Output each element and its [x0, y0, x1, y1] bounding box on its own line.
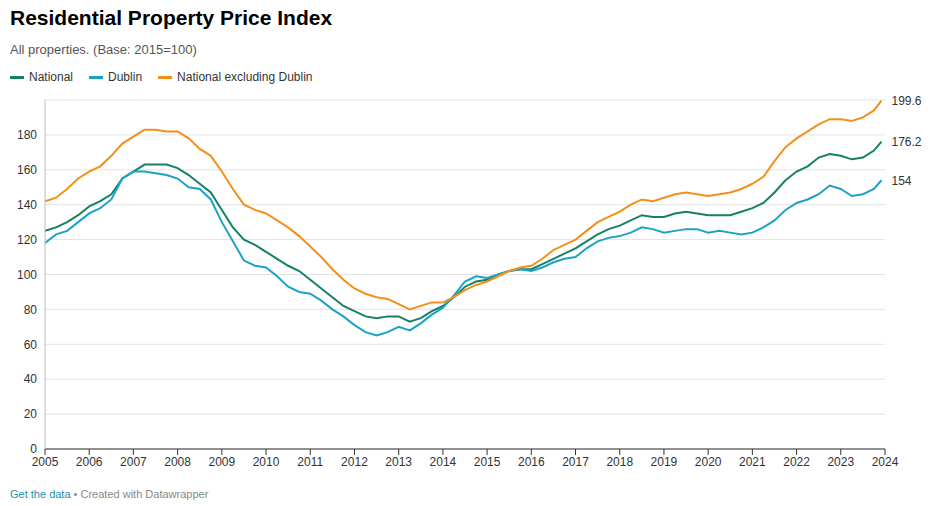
svg-text:2011: 2011 — [297, 455, 323, 469]
svg-text:2016: 2016 — [518, 455, 545, 469]
svg-text:100: 100 — [17, 268, 37, 282]
html-text:Get the data • Created with Da: Get the data • Created with Datawrapper — [10, 488, 209, 500]
svg-text:2023: 2023 — [827, 455, 854, 469]
svg-text:2005: 2005 — [32, 455, 59, 469]
html-text:Dublin: Dublin — [108, 70, 143, 84]
svg-text:140: 140 — [17, 198, 37, 212]
svg-text:2010: 2010 — [253, 455, 280, 469]
svg-text:2017: 2017 — [562, 455, 589, 469]
svg-text:180: 180 — [17, 128, 37, 142]
svg-text:2009: 2009 — [208, 455, 235, 469]
svg-text:40: 40 — [24, 372, 38, 386]
svg-text:2020: 2020 — [695, 455, 722, 469]
svg-text:120: 120 — [17, 233, 37, 247]
svg-text:2015: 2015 — [474, 455, 501, 469]
svg-text:176.2: 176.2 — [891, 135, 921, 149]
svg-text:2022: 2022 — [783, 455, 810, 469]
svg-text:60: 60 — [24, 338, 38, 352]
html-text:Residential Property Price Ind: Residential Property Price Index — [10, 6, 333, 29]
svg-text:2014: 2014 — [430, 455, 457, 469]
svg-text:2018: 2018 — [606, 455, 633, 469]
svg-text:2019: 2019 — [651, 455, 678, 469]
svg-text:2008: 2008 — [164, 455, 191, 469]
svg-text:2007: 2007 — [120, 455, 147, 469]
svg-text:2006: 2006 — [76, 455, 103, 469]
svg-text:160: 160 — [17, 163, 37, 177]
svg-text:2013: 2013 — [385, 455, 412, 469]
html-text:National: National — [29, 70, 73, 84]
html-text:All properties. (Base: 2015=10: All properties. (Base: 2015=100) — [10, 42, 197, 57]
svg-text:2012: 2012 — [341, 455, 368, 469]
svg-text:2021: 2021 — [739, 455, 766, 469]
svg-text:154: 154 — [891, 174, 911, 188]
svg-text:199.6: 199.6 — [891, 95, 921, 108]
html-text:National excluding Dublin: National excluding Dublin — [177, 70, 313, 84]
svg-text:0: 0 — [30, 442, 37, 456]
svg-text:20: 20 — [24, 407, 38, 421]
svg-text:80: 80 — [24, 303, 38, 317]
svg-text:2024: 2024 — [872, 455, 899, 469]
